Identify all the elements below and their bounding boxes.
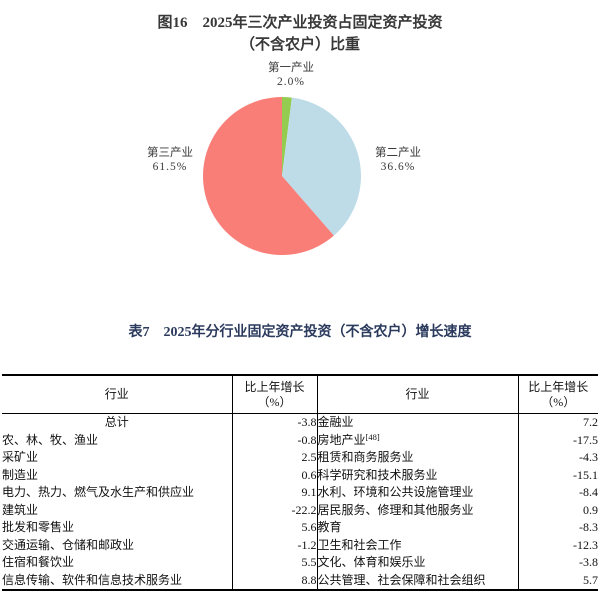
cell-industry: 教育 xyxy=(317,519,519,537)
table-header-row: 行业 比上年增长 （%） 行业 比上年增长 （%） xyxy=(2,375,598,414)
cell-growth: -1.2 xyxy=(232,536,318,554)
header-industry-right: 行业 xyxy=(317,375,519,414)
pie-label-primary-industry: 第一产业 2.0% xyxy=(239,62,343,89)
table-row: 采矿业 2.5 租赁和商务服务业 -4.3 xyxy=(2,449,598,467)
figure-title: 图16 2025年三次产业投资占固定资产投资 （不含农户）比重 xyxy=(0,12,600,56)
cell-industry: 信息传输、软件和信息技术服务业 xyxy=(2,571,233,590)
table-row: 电力、热力、燃气及水生产和供应业 9.1 水利、环境和公共设施管理业 -8.4 xyxy=(2,484,598,502)
cell-growth: -8.3 xyxy=(579,520,598,534)
pie-label-tertiary-industry: 第三产业 61.5% xyxy=(110,147,230,174)
cell-growth: 5.5 xyxy=(232,554,318,572)
cell-industry: 交通运输、仓储和邮政业 xyxy=(2,536,233,554)
cell-growth: 5.7 xyxy=(583,572,598,587)
cell-growth: 2.5 xyxy=(232,449,318,467)
figure-title-line1: 图16 2025年三次产业投资占固定资产投资 xyxy=(157,15,443,31)
cell-industry: 公共管理、社会保障和社会组织 xyxy=(317,571,519,590)
cell-industry: 电力、热力、燃气及水生产和供应业 xyxy=(2,484,233,502)
cell-industry: 采矿业 xyxy=(2,449,233,467)
cell-industry: 卫生和社会工作 xyxy=(317,536,519,554)
cell-industry-text: 房地产业 xyxy=(317,432,366,447)
cell-industry: 租赁和商务服务业 xyxy=(317,449,519,467)
cell-industry: 金融业 xyxy=(317,413,519,432)
cell-growth: -0.8 xyxy=(232,431,318,449)
header-industry-left: 行业 xyxy=(2,375,233,414)
cell-growth: -4.3 xyxy=(579,450,598,464)
header-growth-left: 比上年增长 （%） xyxy=(232,375,318,414)
pie-slice-第三产业 xyxy=(203,97,334,255)
cell-growth: 0.9 xyxy=(583,502,598,517)
cell-growth: 7.2 xyxy=(583,415,598,429)
pie-slice-第一产业 xyxy=(282,97,292,176)
cell-industry: 科学研究和技术服务业 xyxy=(317,466,519,484)
cell-industry: 居民服务、修理和其他服务业 xyxy=(317,501,519,519)
cell-industry: 农、林、牧、渔业 xyxy=(2,431,233,449)
cell-industry: 总计 xyxy=(2,413,233,432)
header-growth-left-line1: 比上年增长 xyxy=(244,379,305,394)
table-row: 建筑业 -22.2 居民服务、修理和其他服务业 0.9 xyxy=(2,501,598,519)
cell-growth: -8.4 xyxy=(579,485,598,499)
cell-growth: 5.6 xyxy=(232,519,318,537)
pie-label-secondary-industry: 第二产业 36.6% xyxy=(338,147,458,174)
cell-industry: 建筑业 xyxy=(2,501,233,519)
cell-industry: 文化、体育和娱乐业 xyxy=(317,554,519,572)
pie-chart xyxy=(203,97,362,255)
header-growth-right: 比上年增长 （%） xyxy=(518,375,598,414)
cell-growth: -12.3 xyxy=(573,537,598,552)
header-growth-right-line2: （%） xyxy=(541,394,576,409)
table-row: 住宿和餐饮业 5.5 文化、体育和娱乐业 -3.8 xyxy=(2,554,598,572)
footnote-marker: [48] xyxy=(365,431,380,442)
growth-table: 行业 比上年增长 （%） 行业 比上年增长 （%） 总计 -3.8 金融业 7.… xyxy=(2,374,598,591)
cell-growth: -3.8 xyxy=(232,413,318,432)
cell-growth: 8.8 xyxy=(232,571,318,590)
cell-industry: 水利、环境和公共设施管理业 xyxy=(317,484,519,502)
figure-title-line2: （不含农户）比重 xyxy=(239,37,360,53)
pie-label-tertiary-name: 第三产业 xyxy=(147,147,193,159)
pie-label-primary-value: 2.0% xyxy=(277,75,305,88)
cell-growth: 9.1 xyxy=(232,484,318,502)
table-row: 总计 -3.8 金融业 7.2 xyxy=(2,413,598,432)
table-row: 批发和零售业 5.6 教育 -8.3 xyxy=(2,519,598,537)
pie-label-secondary-name: 第二产业 xyxy=(375,147,421,159)
pie-label-secondary-value: 36.6% xyxy=(380,160,416,173)
cell-growth: -22.2 xyxy=(232,501,318,519)
table-row: 农、林、牧、渔业 -0.8 房地产业[48] -17.5 xyxy=(2,431,598,449)
cell-growth: -17.5 xyxy=(573,432,598,447)
table-title: 表7 2025年分行业固定资产投资（不含农户）增长速度 xyxy=(128,325,472,340)
header-growth-left-line2: （%） xyxy=(257,394,292,409)
table-row: 交通运输、仓储和邮政业 -1.2 卫生和社会工作 -12.3 xyxy=(2,536,598,554)
header-growth-right-line1: 比上年增长 xyxy=(528,379,589,394)
cell-growth: -15.1 xyxy=(573,467,598,482)
table-row: 制造业 0.6 科学研究和技术服务业 -15.1 xyxy=(2,466,598,484)
cell-industry: 住宿和餐饮业 xyxy=(2,554,233,572)
cell-industry: 批发和零售业 xyxy=(2,519,233,537)
pie-label-tertiary-value: 61.5% xyxy=(152,160,188,173)
cell-growth: -3.8 xyxy=(579,555,598,569)
table-row: 信息传输、软件和信息技术服务业 8.8 公共管理、社会保障和社会组织 5.7 xyxy=(2,571,598,590)
cell-growth: 0.6 xyxy=(232,466,318,484)
cell-industry: 制造业 xyxy=(2,466,233,484)
pie-label-primary-name: 第一产业 xyxy=(268,62,314,74)
cell-industry: 房地产业[48] xyxy=(317,431,519,449)
pie-slice-第二产业 xyxy=(282,97,362,236)
